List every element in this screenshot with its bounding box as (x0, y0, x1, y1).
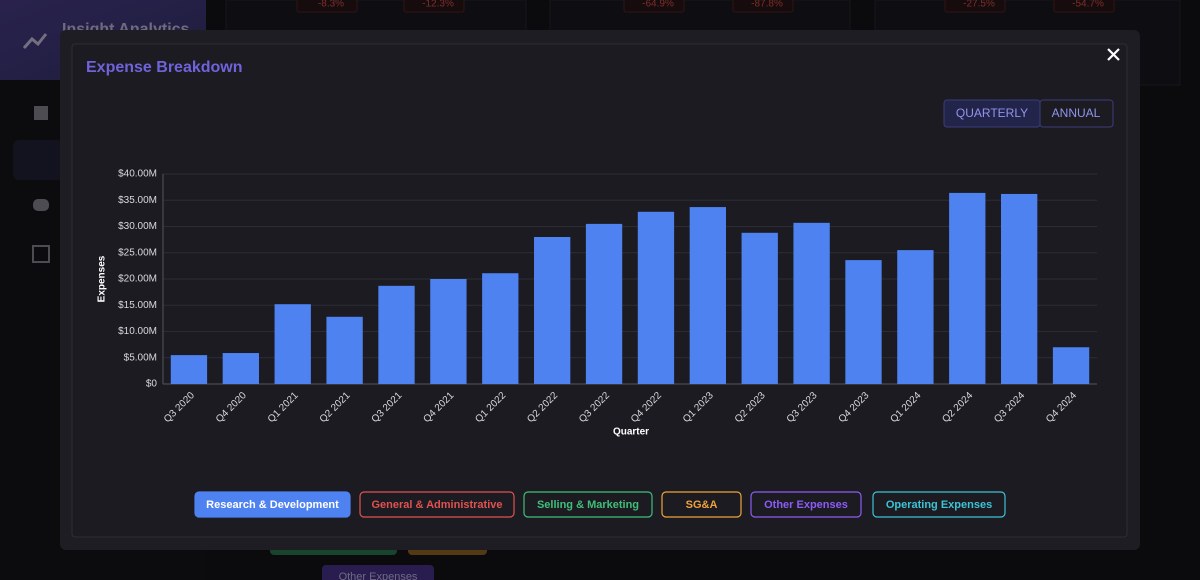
filter-button[interactable] (750, 491, 862, 518)
badge (732, 0, 794, 13)
bar (1052, 347, 1090, 384)
filter-button[interactable] (359, 491, 515, 518)
badge (623, 0, 685, 13)
y-tick-label: $0 (146, 379, 158, 390)
bar (378, 285, 415, 384)
bar (637, 211, 675, 384)
bar (793, 222, 830, 384)
y-tick-label: $5.00M (124, 352, 157, 363)
filter-label: Research & Development (206, 499, 339, 511)
badge-label: -8.3% (318, 0, 344, 10)
toggle-button[interactable] (1039, 99, 1114, 128)
filter-button[interactable] (523, 491, 653, 518)
bar (430, 279, 467, 384)
bar (845, 260, 882, 384)
logo-icon (22, 33, 48, 49)
bar (534, 237, 571, 384)
bar (222, 353, 259, 384)
filter-button[interactable] (661, 491, 742, 518)
background-chip (322, 565, 434, 580)
y-tick-label: $15.00M (118, 300, 157, 311)
toggle-label: QUARTERLY (956, 106, 1028, 120)
filter-label: Operating Expenses (886, 499, 992, 511)
nav-icon[interactable] (34, 106, 48, 120)
bar (274, 304, 311, 384)
bar (897, 250, 934, 384)
nav-icon[interactable] (32, 245, 50, 263)
nav-icon[interactable] (33, 199, 49, 211)
bar (949, 192, 986, 384)
badge (944, 0, 1006, 13)
background-chip-label: Other Expenses (339, 571, 418, 580)
badge (1053, 0, 1115, 13)
y-tick-label: $25.00M (118, 247, 157, 258)
badge-label: -27.5% (963, 0, 995, 10)
nav-active[interactable] (13, 140, 63, 180)
badge-label: -12.3% (422, 0, 454, 10)
y-tick-label: $40.00M (118, 169, 157, 180)
bar (170, 355, 208, 384)
modal-title: Expense Breakdown (86, 59, 243, 76)
filter-button[interactable] (872, 491, 1006, 518)
filter-label: SG&A (686, 499, 718, 511)
y-tick-label: $30.00M (118, 221, 157, 232)
filter-buttons: Research & Development General & Administ… (194, 491, 1006, 518)
filter-label: General & Administrative (371, 499, 502, 511)
badge-label: -64.9% (642, 0, 674, 10)
close-icon (1107, 48, 1120, 61)
bar (1001, 193, 1038, 384)
bar (326, 316, 363, 384)
toggle-label: ANNUAL (1052, 106, 1101, 120)
filter-label: Other Expenses (764, 499, 848, 511)
x-axis-label: Quarter (613, 427, 649, 438)
bar (585, 223, 623, 384)
y-tick-label: $20.00M (118, 274, 157, 285)
y-axis-label: Expenses (97, 255, 108, 302)
badge-label: -87.8% (751, 0, 783, 10)
y-tick-label: $10.00M (118, 326, 157, 337)
badge (296, 0, 358, 13)
filter-button[interactable] (194, 491, 351, 518)
badges: -8.3% -12.3% -64.9% -87.8% -27.5% -54.7% (296, 0, 1115, 13)
bar (741, 232, 778, 384)
filter-label: Selling & Marketing (537, 499, 639, 511)
bar (482, 273, 519, 384)
badge-label: -54.7% (1072, 0, 1104, 10)
y-tick-label: $35.00M (118, 195, 157, 206)
close-button[interactable] (1107, 48, 1120, 61)
badge (403, 0, 465, 13)
bar (689, 207, 726, 384)
